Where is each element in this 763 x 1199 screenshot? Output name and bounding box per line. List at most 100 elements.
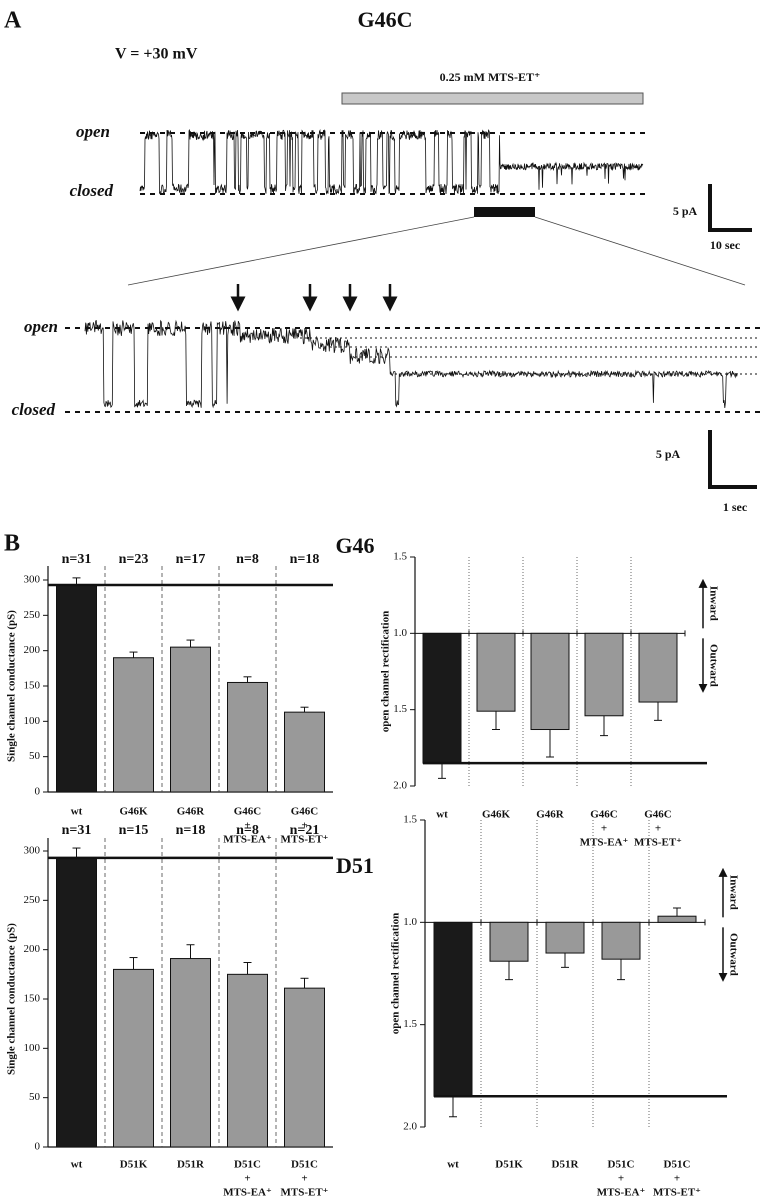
x-tick-label: D51K [495,1159,523,1171]
n-label: n=18 [176,823,206,838]
y-tick-label: 1.5 [393,551,407,563]
x-tick-label: + [301,820,307,832]
zoom-line [127,216,475,286]
bar [170,958,211,1148]
y-tick-label: 150 [24,993,41,1005]
n-label: n=31 [62,552,92,567]
y-tick-label: 0 [35,1141,41,1153]
y-tick-label: 100 [24,1042,41,1054]
bar [584,632,624,717]
x-tick-label: G46C [234,806,262,818]
current-trace [139,128,644,196]
n-label: n=23 [119,552,149,567]
x-tick-label: MTS-EA⁺ [223,834,272,846]
x-tick-label: + [655,823,661,835]
x-tick-label: G46R [536,809,565,821]
x-tick-label: MTS-ET⁺ [634,837,682,849]
x-tick-label: + [301,1173,307,1185]
chart-title: D51 [336,853,374,878]
x-tick-label: G46C [590,809,618,821]
n-label: n=18 [290,552,320,567]
x-tick-label: D51C [664,1159,691,1171]
bar [422,632,462,764]
x-tick-label: wt [71,1159,83,1171]
y-axis-label: Single channel conductance (pS) [6,923,18,1075]
annotation: Outward [707,644,719,687]
x-tick-label: G46K [482,809,511,821]
bar [476,632,516,712]
bar [545,921,585,954]
x-tick-label: + [601,823,607,835]
scale-bar [708,184,752,232]
bar [657,915,697,923]
x-tick-label: G46K [119,806,148,818]
panel-label: A [4,8,22,34]
bar [170,646,211,793]
bar [56,584,97,793]
y-tick-label: 2.0 [403,1121,417,1133]
scale-current: 5 pA [656,447,681,461]
x-tick-label: D51R [177,1159,205,1171]
current-trace [84,319,738,409]
x-tick-label: D51R [552,1159,580,1171]
y-tick-label: 250 [24,609,41,621]
y-tick-label: 200 [24,943,41,955]
x-tick-label: D51C [234,1159,261,1171]
zoom-region [474,207,535,217]
bar [530,632,570,731]
x-tick-label: D51K [120,1159,148,1171]
x-tick-label: wt [71,806,83,818]
zoom-line [534,216,746,286]
bar [227,681,268,793]
y-tick-label: 0 [35,786,41,798]
y-tick-label: 250 [24,894,41,906]
x-tick-label: MTS-ET⁺ [281,834,329,846]
y-tick-label: 200 [24,644,41,656]
drug-label: 0.25 mM MTS-ET⁺ [440,70,541,84]
x-tick-label: + [618,1173,624,1185]
y-tick-label: 2.0 [393,780,407,792]
bar [638,632,678,703]
x-tick-label: D51C [291,1159,318,1171]
panel-title: G46C [358,7,413,32]
y-axis-label: open channel rectification [380,611,392,732]
bar [433,921,473,1097]
closed-label: closed [12,400,56,419]
n-label: n=17 [176,552,206,567]
y-tick-label: 300 [24,574,41,586]
x-tick-label: D51C [608,1159,635,1171]
panel-label: B [4,531,20,557]
n-label: n=21 [290,823,320,838]
drug-bar [341,92,644,105]
y-tick-label: 100 [24,715,41,727]
arrows [230,284,398,312]
x-tick-label: + [244,820,250,832]
y-axis-label: open channel rectification [390,913,402,1034]
x-tick-label: + [674,1173,680,1185]
y-tick-label: 50 [29,750,41,762]
open-label: open [76,122,110,141]
x-tick-label: G46C [291,806,319,818]
bar [284,711,325,793]
open-label: open [24,317,58,336]
x-tick-label: wt [436,809,448,821]
y-tick-label: 150 [24,680,41,692]
scale-time: 10 sec [710,238,741,252]
bar [113,657,154,793]
annotation: Outward [727,933,739,976]
y-tick-label: 1.0 [403,916,417,928]
bar [284,987,325,1148]
x-tick-label: G46C [644,809,672,821]
y-tick-label: 1.0 [393,627,407,639]
n-label: n=8 [236,823,259,838]
annotation: Inward [727,875,739,910]
bar [601,921,641,960]
bar [489,921,529,962]
n-label: n=31 [62,823,92,838]
scale-current: 5 pA [673,204,698,218]
bar [113,968,154,1148]
x-tick-label: MTS-EA⁺ [223,1187,272,1199]
n-label: n=8 [236,552,259,567]
closed-label: closed [70,181,114,200]
